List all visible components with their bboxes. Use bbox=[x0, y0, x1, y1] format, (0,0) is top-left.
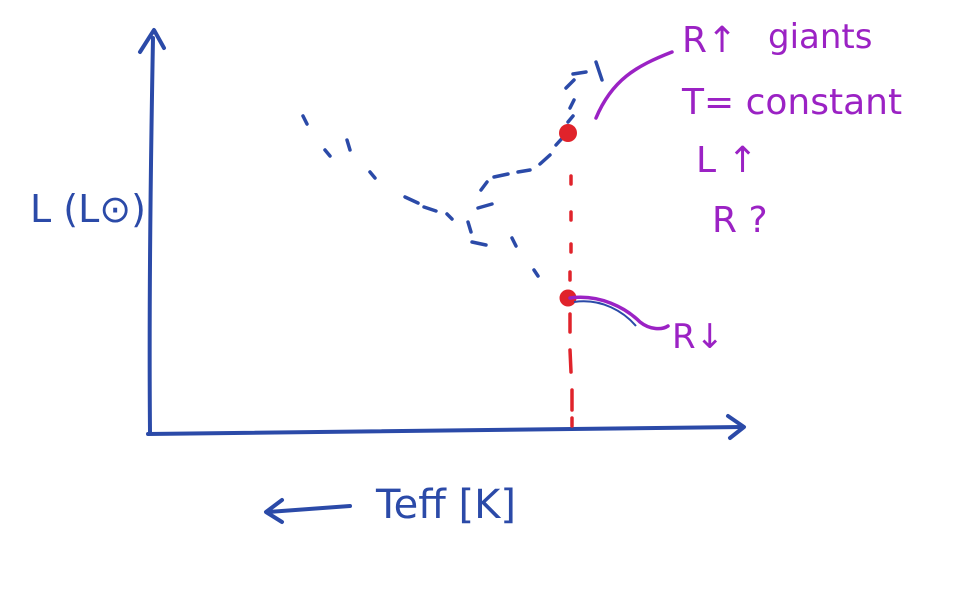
giant-pointer-curve bbox=[594, 50, 674, 120]
annotation-strokes bbox=[568, 50, 674, 331]
giants-label: giants bbox=[768, 17, 872, 57]
left-arrow-icon bbox=[264, 498, 352, 524]
x-axis-label: Teff [K] bbox=[375, 482, 516, 528]
dwarf-star-marker bbox=[559, 289, 577, 307]
stellar-track bbox=[301, 60, 604, 278]
t-constant-label: T= constant bbox=[681, 82, 902, 123]
x-axis-line bbox=[146, 425, 744, 436]
r-question-label: R ? bbox=[712, 200, 768, 241]
main-sequence-dashes bbox=[301, 114, 540, 278]
y-axis-line bbox=[147, 36, 155, 434]
y-axis-arrowhead-icon bbox=[138, 28, 166, 54]
giant-branch-dashes bbox=[476, 60, 604, 210]
axes bbox=[138, 28, 746, 440]
r-down-label: R↓ bbox=[672, 317, 724, 357]
dwarf-pointer-curve bbox=[568, 295, 670, 331]
giant-star-marker bbox=[559, 124, 577, 142]
red-dashes bbox=[568, 174, 574, 428]
r-up-label: R↑ bbox=[682, 20, 737, 61]
l-up-label: L ↑ bbox=[696, 140, 758, 181]
constant-temperature-line bbox=[568, 174, 574, 428]
y-axis-label: L (L⊙) bbox=[30, 187, 146, 231]
x-axis-arrowhead-icon bbox=[726, 414, 746, 440]
dwarf-pointer-shadow bbox=[573, 300, 637, 327]
